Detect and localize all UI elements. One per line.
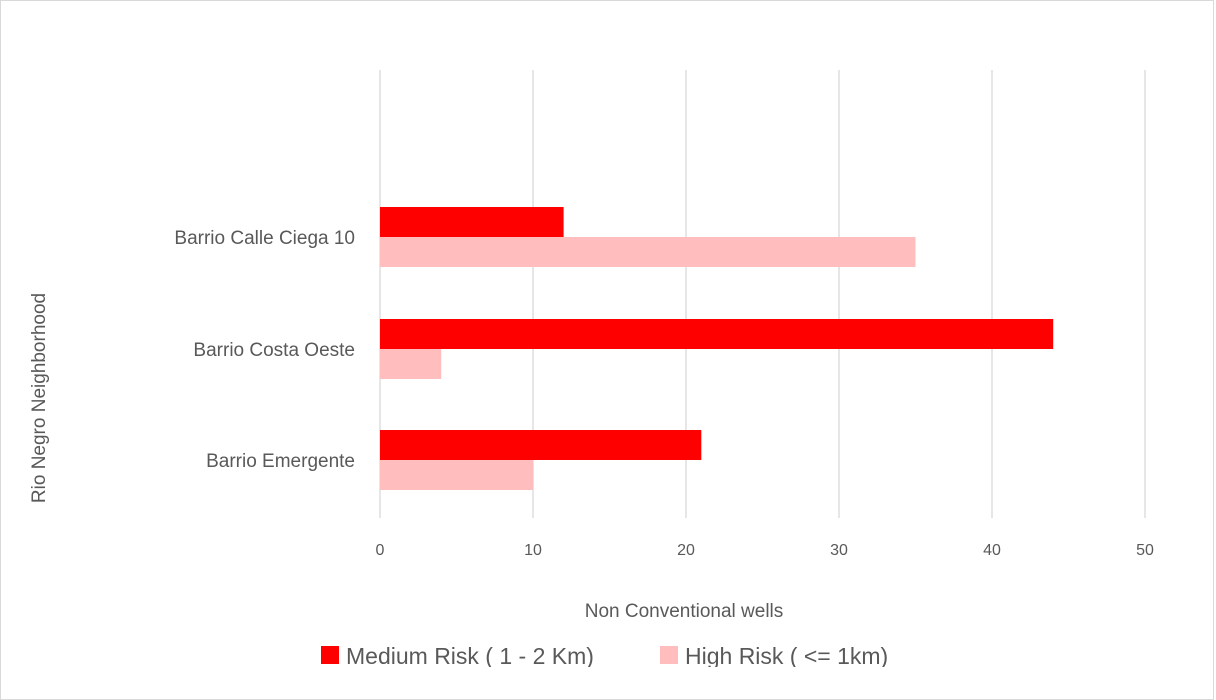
legend-label-high-risk: High Risk ( <= 1km): [685, 643, 888, 667]
x-tick-label-40: 40: [983, 542, 1001, 559]
bar-medium-risk-1-2-km-barrio-calle-ciega-10: [380, 207, 564, 237]
category-label-barrio-emergente: Barrio Emergente: [206, 451, 355, 472]
x-axis-title: Non Conventional wells: [585, 601, 784, 622]
bar-high-risk-1km-barrio-calle-ciega-10: [380, 237, 916, 267]
bar-medium-risk-1-2-km-barrio-costa-oeste: [380, 319, 1054, 349]
bar-high-risk-1km-barrio-costa-oeste: [380, 349, 442, 379]
legend-label-medium-risk: Medium Risk ( 1 - 2 Km): [346, 643, 594, 667]
y-axis-title: Rio Negro Neighborhood: [29, 293, 50, 503]
legend-swatch-medium-risk: [321, 646, 339, 664]
x-tick-label-10: 10: [524, 542, 542, 559]
bar-medium-risk-1-2-km-barrio-emergente: [380, 430, 702, 460]
category-label-barrio-costa-oeste: Barrio Costa Oeste: [193, 340, 355, 361]
category-labels: Barrio Calle Ciega 10 Barrio Costa Oeste B…: [174, 228, 355, 472]
x-tick-label-50: 50: [1136, 542, 1154, 559]
legend: Medium Risk ( 1 - 2 Km) High Risk ( <= 1…: [321, 643, 888, 667]
bars: [380, 207, 1054, 490]
x-tick-label-30: 30: [830, 542, 848, 559]
category-label-barrio-calle-ciega-10: Barrio Calle Ciega 10: [174, 228, 355, 249]
bar-high-risk-1km-barrio-emergente: [380, 460, 533, 490]
x-tick-labels: 0 10 20 30 40 50: [376, 542, 1154, 559]
x-tick-label-20: 20: [677, 542, 695, 559]
legend-swatch-high-risk: [660, 646, 678, 664]
bar-chart: 0 10 20 30 40 50 Barrio Calle Ciega 10Barrio …: [29, 70, 1154, 667]
x-tick-label-0: 0: [376, 542, 385, 559]
